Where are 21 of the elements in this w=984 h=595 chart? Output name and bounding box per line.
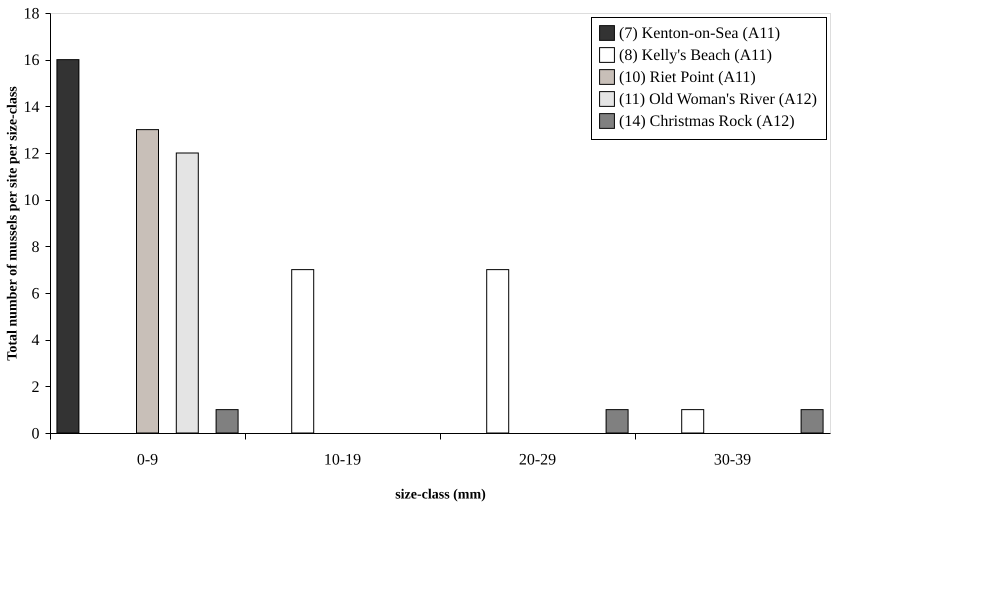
y-tick-label: 12 [24, 146, 40, 162]
y-tick-label: 4 [32, 332, 40, 350]
legend-label: (7) Kenton-on-Sea (A11) [619, 25, 780, 42]
y-tick-label: 10 [24, 192, 40, 210]
x-tick-label: 0-9 [136, 452, 158, 468]
y-tick-label: 14 [24, 98, 40, 116]
y-tick-label: 16 [24, 52, 40, 70]
legend-label: (14) Christmas Rock (A12) [619, 113, 795, 130]
legend-label: (8) Kelly's Beach (A11) [619, 47, 772, 64]
x-tick-label: 10-19 [324, 452, 362, 468]
x-axis-title: size-class (mm) [395, 488, 486, 502]
y-axis-title: Total number of mussels per site per size-class [6, 86, 20, 361]
y-tick-label: 0 [32, 426, 40, 442]
x-tick-label: 30-39 [714, 452, 752, 468]
y-tick-label: 2 [32, 378, 40, 396]
x-tick-label: 20-29 [518, 452, 556, 468]
y-tick-label: 8 [32, 238, 40, 256]
legend-label: (10) Riet Point (A11) [619, 69, 756, 86]
y-tick-label: 18 [24, 6, 40, 22]
y-tick-label: 6 [32, 286, 40, 302]
legend-label: (11) Old Woman's River (A12) [619, 91, 818, 108]
